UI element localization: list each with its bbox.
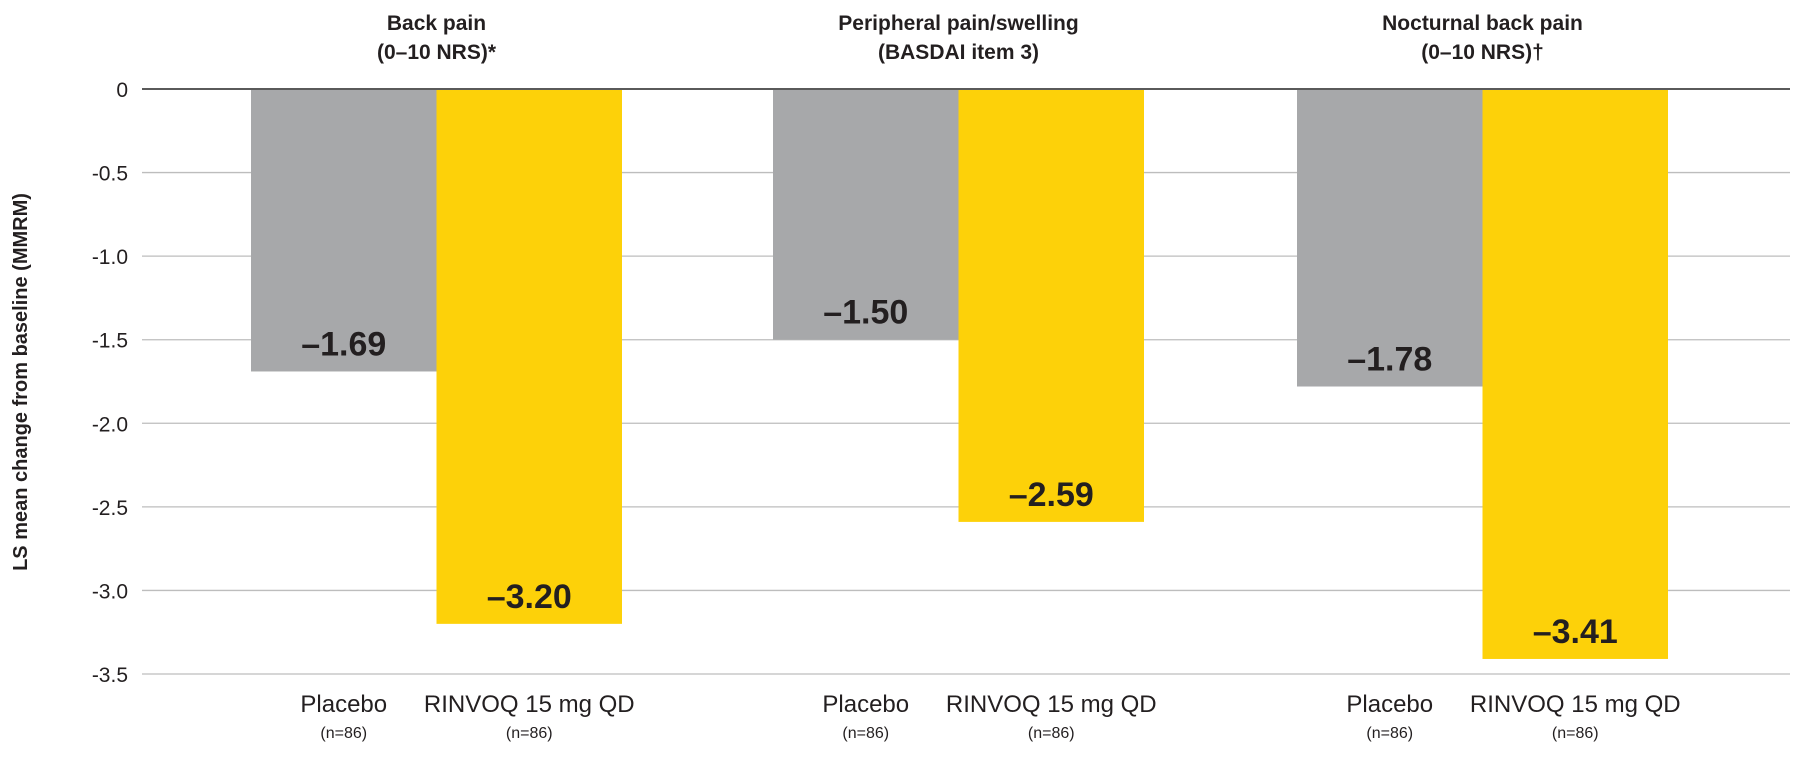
bar [1482, 89, 1668, 659]
group-subtitle: (0–10 NRS)* [377, 41, 497, 64]
data-label: –3.20 [487, 578, 572, 616]
bar [773, 89, 959, 340]
y-tick-label: -2.5 [92, 497, 128, 520]
bar [251, 89, 437, 372]
x-category-label: Placebo [822, 691, 909, 718]
sample-size-label: (n=86) [320, 725, 367, 742]
x-category-label: RINVOQ 15 mg QD [1470, 691, 1681, 718]
x-category-label: Placebo [1346, 691, 1433, 718]
x-category-label: Placebo [300, 691, 387, 718]
y-tick-label: -3.0 [92, 580, 128, 603]
y-axis-label: LS mean change from baseline (MMRM) [10, 193, 32, 571]
x-category-label: RINVOQ 15 mg QD [946, 691, 1157, 718]
group-subtitle: (0–10 NRS)† [1421, 41, 1544, 64]
sample-size-label: (n=86) [1366, 725, 1413, 742]
data-label: –3.41 [1533, 613, 1618, 651]
y-tick-label: -1.0 [92, 246, 128, 269]
y-tick-label: -3.5 [92, 664, 128, 687]
sample-size-label: (n=86) [506, 725, 553, 742]
labels: 0 -0.5 -1.0 -1.5 -2.0 -2.5 -3.0 -3.5 Back pain (0… [92, 12, 1681, 742]
bar [1297, 89, 1483, 387]
data-label: –1.50 [823, 294, 908, 332]
x-category-label: RINVOQ 15 mg QD [424, 691, 635, 718]
y-tick-label: 0 [116, 79, 128, 102]
data-label: –1.69 [301, 325, 386, 363]
bar [436, 89, 622, 624]
y-tick-label: -1.5 [92, 330, 128, 353]
group-title: Back pain [387, 12, 486, 35]
group-title: Peripheral pain/swelling [838, 12, 1078, 35]
bars [251, 89, 1668, 659]
data-label: –2.59 [1009, 476, 1094, 514]
sample-size-label: (n=86) [1028, 725, 1075, 742]
y-tick-label: -0.5 [92, 163, 128, 186]
y-tick-label: -2.0 [92, 413, 128, 436]
sample-size-label: (n=86) [842, 725, 889, 742]
sample-size-label: (n=86) [1552, 725, 1599, 742]
bar [958, 89, 1144, 522]
group-title: Nocturnal back pain [1382, 12, 1583, 35]
data-label: –1.78 [1347, 341, 1432, 379]
group-subtitle: (BASDAI item 3) [878, 41, 1039, 64]
